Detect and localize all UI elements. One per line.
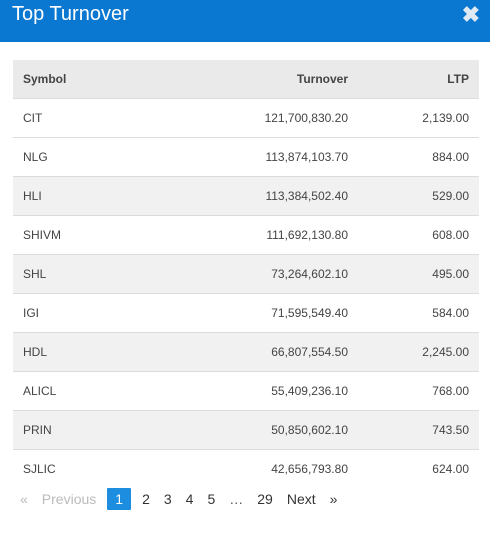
cell-turnover: 42,656,793.80 xyxy=(173,448,348,488)
table-row: NLG 113,874,103.70 884.00 xyxy=(13,136,479,176)
cell-ltp: 624.00 xyxy=(348,448,479,488)
cell-turnover: 113,384,502.40 xyxy=(173,175,348,215)
table-row: SJLIC 42,656,793.80 624.00 xyxy=(13,448,479,488)
previous-page-button[interactable]: Previous xyxy=(41,491,97,507)
cell-symbol[interactable]: CIT xyxy=(13,97,173,137)
table-header-row: Symbol Turnover LTP xyxy=(13,60,479,99)
page-button-5[interactable]: 5 xyxy=(207,491,216,507)
column-header-ltp[interactable]: LTP xyxy=(348,60,479,99)
pagination: « Previous 1 2 3 4 5 … 29 Next » xyxy=(13,487,344,511)
table-row: ALICL 55,409,236.10 768.00 xyxy=(13,370,479,410)
pagination-ellipsis: … xyxy=(229,491,244,507)
cell-symbol[interactable]: IGI xyxy=(13,292,173,332)
cell-turnover: 121,700,830.20 xyxy=(173,97,348,137)
cell-symbol[interactable]: SHL xyxy=(13,253,173,293)
cell-symbol[interactable]: SJLIC xyxy=(13,448,173,488)
table-row: PRIN 50,850,602.10 743.50 xyxy=(13,409,479,449)
page-button-2[interactable]: 2 xyxy=(142,491,150,507)
cell-ltp: 884.00 xyxy=(348,136,479,176)
cell-turnover: 111,692,130.80 xyxy=(173,214,348,254)
last-page-button[interactable]: » xyxy=(329,491,338,507)
next-page-button[interactable]: Next xyxy=(286,491,316,507)
cell-ltp: 608.00 xyxy=(348,214,479,254)
modal-header: Top Turnover ✖ xyxy=(0,0,490,42)
cell-symbol[interactable]: NLG xyxy=(13,136,173,176)
cell-turnover: 71,595,549.40 xyxy=(173,292,348,332)
cell-ltp: 529.00 xyxy=(348,175,479,215)
close-icon[interactable]: ✖ xyxy=(461,2,480,27)
cell-ltp: 495.00 xyxy=(348,253,479,293)
table-row: IGI 71,595,549.40 584.00 xyxy=(13,292,479,332)
table-row: CIT 121,700,830.20 2,139.00 xyxy=(13,97,479,137)
first-page-button[interactable]: « xyxy=(20,491,28,507)
cell-turnover: 113,874,103.70 xyxy=(173,136,348,176)
page-button-4[interactable]: 4 xyxy=(185,491,194,507)
cell-turnover: 66,807,554.50 xyxy=(173,331,348,371)
table-row: SHL 73,264,602.10 495.00 xyxy=(13,253,479,293)
table-row: SHIVM 111,692,130.80 608.00 xyxy=(13,214,479,254)
table-row: HLI 113,384,502.40 529.00 xyxy=(13,175,479,215)
cell-symbol[interactable]: SHIVM xyxy=(13,214,173,254)
column-header-turnover[interactable]: Turnover xyxy=(173,60,348,99)
page-button-3[interactable]: 3 xyxy=(163,491,172,507)
cell-turnover: 73,264,602.10 xyxy=(173,253,348,293)
cell-ltp: 584.00 xyxy=(348,292,479,332)
page-button-last[interactable]: 29 xyxy=(257,491,273,507)
cell-symbol[interactable]: ALICL xyxy=(13,370,173,410)
cell-symbol[interactable]: PRIN xyxy=(13,409,173,449)
cell-turnover: 50,850,602.10 xyxy=(173,409,348,449)
cell-ltp: 2,245.00 xyxy=(348,331,479,371)
cell-ltp: 768.00 xyxy=(348,370,479,410)
column-header-symbol[interactable]: Symbol xyxy=(13,60,173,99)
cell-ltp: 743.50 xyxy=(348,409,479,449)
turnover-table: Symbol Turnover LTP CIT 121,700,830.20 2… xyxy=(13,60,479,488)
modal-title: Top Turnover xyxy=(12,3,129,25)
table-row: HDL 66,807,554.50 2,245.00 xyxy=(13,331,479,371)
cell-ltp: 2,139.00 xyxy=(348,97,479,137)
cell-symbol[interactable]: HLI xyxy=(13,175,173,215)
cell-symbol[interactable]: HDL xyxy=(13,331,173,371)
turnover-table-container: Symbol Turnover LTP CIT 121,700,830.20 2… xyxy=(13,60,479,488)
page-button-1[interactable]: 1 xyxy=(107,488,132,510)
cell-turnover: 55,409,236.10 xyxy=(173,370,348,410)
